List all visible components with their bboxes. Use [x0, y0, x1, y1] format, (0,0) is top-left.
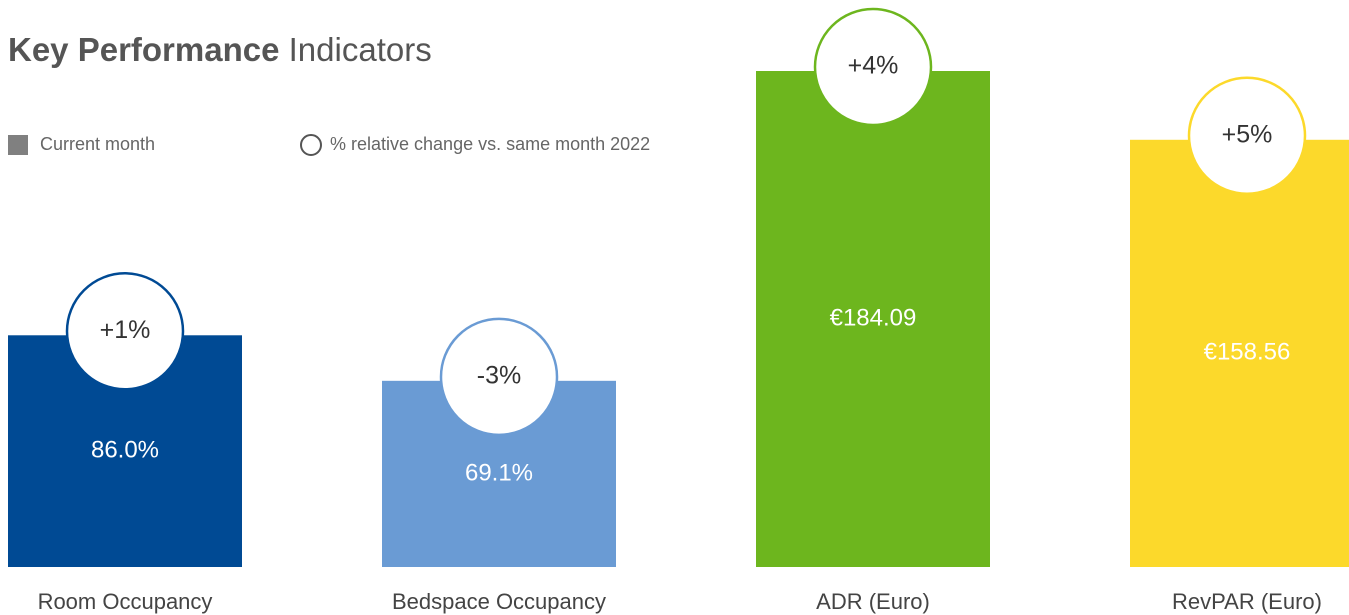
change-circle: [1187, 76, 1307, 196]
legend-circle: [300, 134, 322, 156]
title-regular: Indicators: [289, 31, 432, 68]
bar-value-label: €184.09: [830, 304, 917, 331]
change-label: -3%: [477, 361, 521, 389]
change-circle: [439, 317, 559, 437]
change-circle: [65, 272, 185, 391]
bar-value-label: 86.0%: [91, 436, 159, 463]
change-label: +1%: [100, 316, 151, 344]
bar-value-label: €158.56: [1204, 339, 1291, 366]
bar: [1130, 139, 1349, 567]
change-label: +5%: [1222, 120, 1273, 148]
title-bold: Key Performance: [8, 31, 279, 68]
category-label: Room Occupancy: [38, 589, 213, 614]
chart-title: Key Performance Indicators: [8, 31, 432, 68]
bar: [756, 71, 990, 567]
category-label: Bedspace Occupancy: [392, 589, 606, 614]
legend-label: Current month: [40, 134, 155, 154]
legend-swatch: [8, 135, 28, 155]
bar-value-label: 69.1%: [465, 459, 533, 486]
category-label: RevPAR (Euro): [1172, 589, 1322, 614]
legend-label: % relative change vs. same month 2022: [330, 134, 650, 154]
change-label: +4%: [848, 52, 899, 80]
change-circle: [813, 7, 933, 127]
category-label: ADR (Euro): [816, 589, 930, 614]
